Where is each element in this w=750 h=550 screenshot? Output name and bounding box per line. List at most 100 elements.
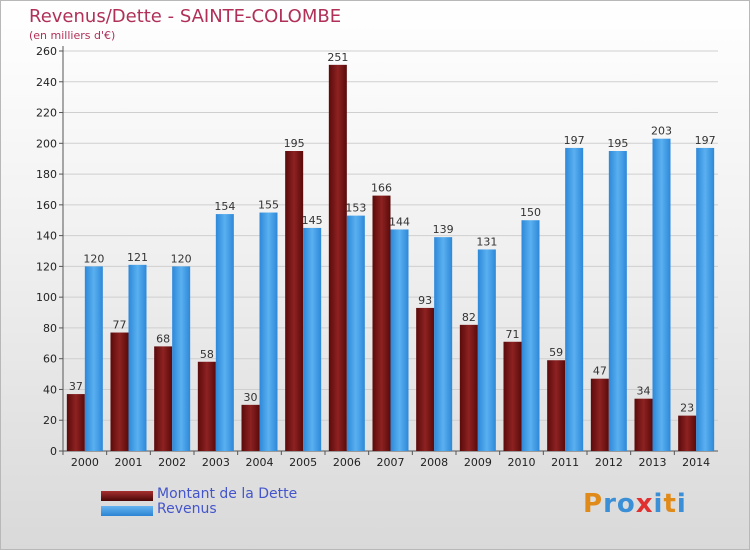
bar-revenus — [521, 220, 540, 451]
value-label-dette: 30 — [244, 391, 258, 404]
legend-swatch-dette — [101, 491, 153, 501]
bar-dette — [459, 324, 478, 451]
y-tick-label: 20 — [43, 414, 57, 427]
x-tick-label: 2004 — [246, 456, 274, 469]
bar-revenus — [565, 147, 584, 451]
logo-letter: P — [583, 489, 604, 519]
y-tick-label: 120 — [36, 260, 57, 273]
y-tick-label: 100 — [36, 291, 57, 304]
x-tick-label: 2002 — [158, 456, 186, 469]
x-tick-label: 2014 — [682, 456, 710, 469]
value-label-revenus: 203 — [651, 125, 672, 138]
bar-dette — [547, 360, 566, 451]
bar-revenus — [652, 138, 671, 451]
chart-title: Revenus/Dette - SAINTE-COLOMBE — [29, 6, 342, 27]
x-tick-label: 2012 — [595, 456, 623, 469]
value-label-revenus: 145 — [302, 214, 323, 227]
value-label-revenus: 197 — [564, 134, 585, 147]
bar-dette — [634, 398, 653, 451]
value-label-dette: 251 — [327, 51, 348, 64]
y-tick-label: 180 — [36, 168, 57, 181]
proxiti-logo: Proxiti — [583, 489, 687, 519]
bar-dette — [503, 341, 522, 451]
legend-label-dette: Montant de la Dette — [157, 486, 298, 502]
logo-letter: i — [676, 489, 687, 519]
bar-revenus — [303, 227, 322, 451]
value-label-dette: 34 — [637, 385, 651, 398]
value-label-dette: 37 — [69, 380, 83, 393]
y-tick-label: 40 — [43, 383, 57, 396]
y-tick-label: 220 — [36, 107, 57, 120]
x-tick-label: 2001 — [115, 456, 143, 469]
bar-dette — [285, 151, 304, 451]
value-label-dette: 71 — [506, 328, 520, 341]
y-tick-label: 140 — [36, 230, 57, 243]
bar-revenus — [215, 214, 234, 451]
x-tick-label: 2007 — [377, 456, 405, 469]
y-tick-label: 160 — [36, 199, 57, 212]
bar-dette — [197, 361, 216, 451]
chart-subtitle: (en milliers d'€) — [29, 29, 116, 42]
bar-revenus — [128, 264, 147, 451]
x-tick-label: 2011 — [551, 456, 579, 469]
y-tick-label: 80 — [43, 322, 57, 335]
y-tick-label: 60 — [43, 353, 57, 366]
bar-revenus — [84, 266, 103, 451]
value-label-dette: 195 — [284, 137, 305, 150]
logo-letter: o — [616, 489, 636, 519]
bar-dette — [110, 332, 129, 451]
logo-letter: t — [663, 489, 677, 519]
bar-dette — [590, 378, 609, 451]
value-label-dette: 77 — [113, 319, 127, 332]
logo-letter: r — [603, 489, 617, 519]
value-label-dette: 68 — [156, 332, 170, 345]
value-label-revenus: 153 — [345, 202, 366, 215]
value-label-revenus: 197 — [695, 134, 716, 147]
bar-revenus — [434, 237, 453, 451]
x-tick-label: 2000 — [71, 456, 99, 469]
value-label-dette: 82 — [462, 311, 476, 324]
legend-label-revenus: Revenus — [157, 501, 217, 517]
value-label-dette: 58 — [200, 348, 214, 361]
bar-revenus — [477, 249, 496, 451]
bar-revenus — [259, 212, 278, 451]
value-label-revenus: 139 — [433, 223, 454, 236]
y-tick-label: 240 — [36, 76, 57, 89]
value-label-revenus: 154 — [214, 200, 235, 213]
x-tick-label: 2005 — [289, 456, 317, 469]
bar-revenus — [390, 229, 409, 451]
bars — [66, 64, 715, 451]
value-label-dette: 23 — [680, 402, 694, 415]
bar-dette — [416, 307, 435, 451]
value-label-dette: 59 — [549, 346, 563, 359]
bar-dette — [328, 64, 347, 451]
value-label-revenus: 150 — [520, 206, 541, 219]
bar-revenus — [346, 215, 365, 451]
bar-dette — [154, 346, 173, 451]
bar-dette — [241, 404, 260, 451]
bar-dette — [678, 415, 697, 451]
value-label-revenus: 120 — [171, 252, 192, 265]
x-tick-label: 2003 — [202, 456, 230, 469]
x-tick-label: 2009 — [464, 456, 492, 469]
x-tick-label: 2006 — [333, 456, 361, 469]
x-tick-label: 2010 — [508, 456, 536, 469]
value-label-revenus: 144 — [389, 215, 410, 228]
bar-dette — [66, 394, 85, 451]
logo-letter: i — [653, 489, 664, 519]
value-label-revenus: 131 — [476, 235, 497, 248]
value-label-revenus: 195 — [607, 137, 628, 150]
value-label-revenus: 120 — [83, 252, 104, 265]
x-tick-label: 2008 — [420, 456, 448, 469]
value-label-dette: 93 — [418, 294, 432, 307]
legend-swatch-revenus — [101, 506, 153, 516]
y-tick-label: 200 — [36, 137, 57, 150]
bar-dette — [372, 195, 391, 451]
y-tick-label: 260 — [36, 45, 57, 58]
value-label-revenus: 121 — [127, 251, 148, 264]
tick-labels: 0 20 40 60 80 100 120 140 160 180 200 220 240 260 2000… — [36, 45, 710, 469]
value-label-revenus: 155 — [258, 199, 279, 212]
y-tick-label: 0 — [50, 445, 57, 458]
